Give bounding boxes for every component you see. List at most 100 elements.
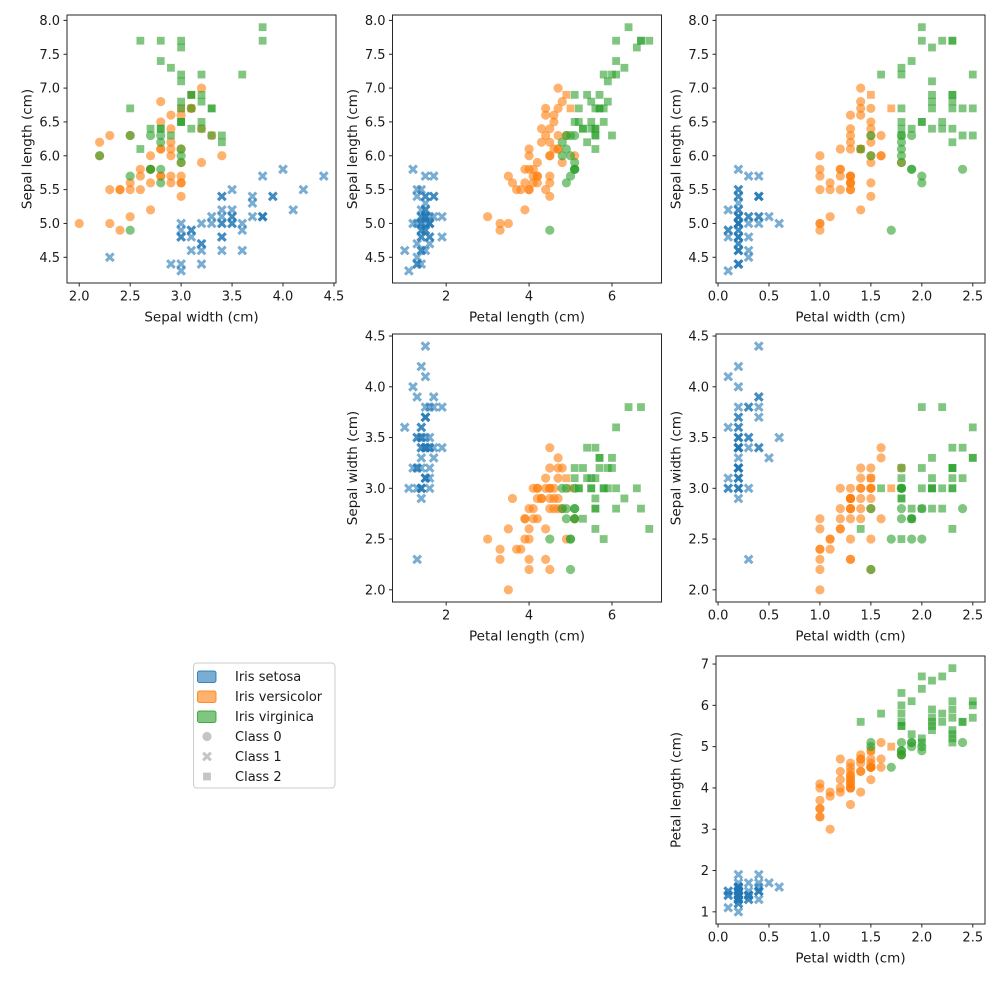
data-point (541, 103, 551, 113)
data-point (877, 484, 885, 493)
data-point (612, 504, 621, 513)
data-points-layer (399, 341, 654, 595)
data-point (733, 463, 744, 473)
data-point (145, 178, 156, 188)
data-point (557, 137, 567, 147)
data-point (866, 564, 876, 575)
data-point (587, 484, 596, 493)
data-point (186, 225, 197, 236)
data-point (104, 252, 115, 263)
data-point (507, 493, 518, 504)
data-point (156, 124, 165, 133)
data-point (815, 795, 825, 805)
data-point (886, 225, 896, 235)
y-tick-label: 7.0 (365, 82, 386, 97)
y-tick-label: 4.0 (365, 380, 386, 395)
data-point (561, 144, 571, 154)
data-point (603, 97, 612, 106)
data-point (217, 138, 226, 147)
data-point (624, 403, 633, 411)
data-point (595, 464, 604, 472)
x-axis-label: Petal width (cm) (795, 310, 905, 326)
data-point (95, 151, 105, 161)
legend-item-iris-versicolor: Iris versicolor (197, 690, 323, 705)
data-point (928, 77, 936, 86)
data-point (557, 157, 567, 168)
data-point (267, 191, 278, 202)
data-point (866, 463, 876, 473)
data-point (416, 493, 427, 504)
data-point (532, 483, 542, 493)
data-point (948, 734, 957, 743)
data-point (938, 717, 947, 726)
data-point (897, 464, 906, 472)
data-point (216, 245, 227, 256)
data-point (958, 474, 967, 483)
data-point (928, 484, 936, 493)
data-point (774, 218, 785, 229)
data-point (938, 504, 947, 513)
data-point (866, 473, 876, 483)
data-point (196, 157, 207, 168)
data-point (197, 70, 206, 79)
legend-label: Class 2 (235, 770, 282, 785)
data-points-layer (723, 341, 977, 595)
x-tick-label: 2.5 (962, 290, 983, 305)
data-point (562, 90, 571, 99)
data-point (595, 453, 604, 462)
data-point (197, 97, 206, 106)
data-point (503, 524, 513, 534)
data-point (105, 185, 115, 195)
data-points-layer (399, 23, 654, 276)
data-point (835, 514, 845, 524)
data-point (957, 504, 968, 514)
data-point (845, 493, 856, 504)
data-point (815, 225, 825, 235)
data-point (753, 412, 764, 423)
data-point (587, 118, 596, 126)
data-point (565, 534, 576, 544)
y-tick-label: 5 (701, 740, 709, 755)
y-tick-label: 5.0 (688, 217, 709, 232)
data-point (599, 118, 608, 126)
data-point (207, 131, 216, 140)
data-point (156, 117, 166, 127)
data-point (733, 245, 744, 256)
data-point (825, 534, 835, 544)
data-point (528, 504, 538, 514)
data-point (866, 775, 876, 785)
data-point (532, 514, 542, 524)
square-marker-icon (203, 772, 211, 781)
subplot-sepal_length-vs-petal_width: 0.0 0.5 1.0 1.5 2.0 2.5 4.5 5.0 5.5 6.0 6.5 7.0 7.5 8… (669, 14, 986, 326)
data-point (958, 443, 967, 452)
data-point (764, 211, 774, 222)
y-tick-label: 3 (701, 823, 709, 838)
data-point (896, 130, 907, 141)
data-point (928, 43, 936, 52)
data-point (876, 754, 886, 764)
data-point (835, 775, 845, 785)
y-tick-label: 8.0 (39, 14, 60, 29)
data-point (288, 205, 299, 215)
data-point (416, 245, 427, 256)
data-point (845, 770, 856, 781)
data-point (896, 750, 907, 760)
data-point (723, 902, 734, 913)
x-tick-label: 2.5 (962, 931, 983, 946)
data-point (637, 403, 645, 411)
data-point (845, 124, 856, 134)
y-tick-label: 6.0 (365, 149, 386, 164)
data-point (733, 412, 744, 423)
data-point (177, 43, 186, 52)
data-point (948, 525, 957, 533)
data-point (437, 442, 447, 453)
data-point (866, 137, 876, 147)
data-point (907, 130, 917, 141)
data-point (876, 453, 886, 463)
legend-item-iris-setosa: Iris setosa (197, 670, 301, 685)
data-point (743, 432, 754, 443)
data-point (958, 104, 967, 113)
x-tick-label: 2.5 (120, 290, 141, 305)
data-point (938, 484, 947, 493)
x-tick-label: 2 (442, 290, 450, 305)
